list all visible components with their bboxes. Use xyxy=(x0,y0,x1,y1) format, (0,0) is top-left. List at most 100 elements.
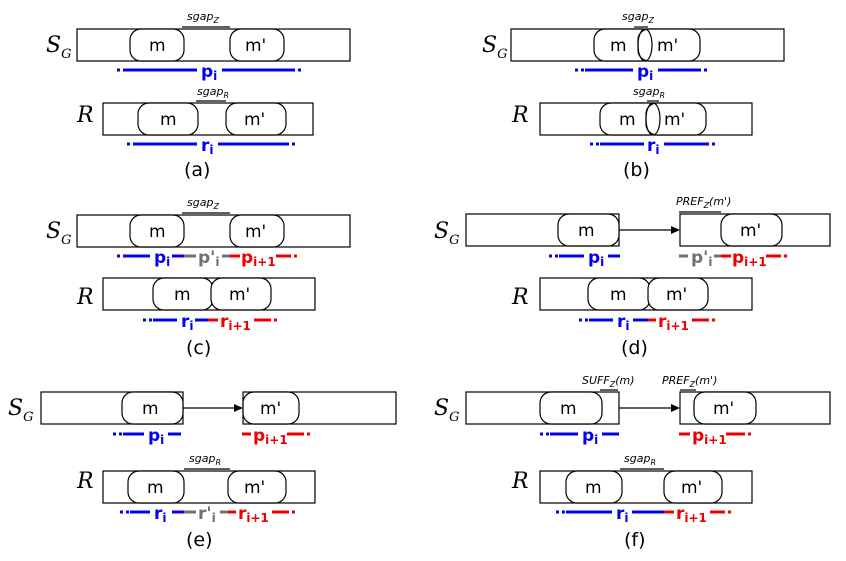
panel-c: SG sgapZ m m' pi p'i pi+1 R m m' ri ri+1… xyxy=(46,196,351,359)
seed-mprime xyxy=(229,214,285,248)
seed-mprime xyxy=(225,102,287,136)
r-label: R xyxy=(76,103,94,128)
seed-mprime-label: m' xyxy=(657,36,678,56)
caption-c: (c) xyxy=(186,337,211,359)
segment-r-i: ri xyxy=(617,312,630,333)
seed-m-label: m xyxy=(578,221,595,241)
arrow-head-icon xyxy=(671,404,680,412)
caption-f: (f) xyxy=(624,529,646,551)
sgap-z-label: sgapZ xyxy=(187,10,219,25)
seed-m-label: m xyxy=(619,110,636,130)
seed-m-label: m xyxy=(149,36,166,56)
seed-mprime xyxy=(720,213,783,247)
seed-m xyxy=(127,470,185,504)
caption-e: (e) xyxy=(186,529,213,551)
caption-a: (a) xyxy=(184,159,210,181)
seed-mprime-label: m' xyxy=(260,399,281,419)
seed-m-label: m xyxy=(560,399,577,419)
sequence-box xyxy=(76,214,351,248)
segment-r-i: ri xyxy=(181,312,194,333)
segment-r-prime: r'i xyxy=(198,504,216,525)
segment-p-i: pi xyxy=(588,248,604,269)
sg-label: SG xyxy=(482,33,507,62)
segment-r-i: ri xyxy=(154,504,167,525)
segment-p-i: pi xyxy=(582,426,598,447)
panel-f: SG SUFFZ(m) m PREFZ(m') m' pi pi+1 R sga… xyxy=(434,374,831,551)
sgap-r-label: sgapR xyxy=(624,452,656,467)
pref-label: PREFZ(m') xyxy=(662,374,717,389)
segment-p-i: pi xyxy=(637,62,653,83)
seed-mprime-label: m' xyxy=(244,478,265,498)
caption-b: (b) xyxy=(623,159,650,181)
r-label: R xyxy=(511,469,529,494)
arrow-head-icon xyxy=(234,404,243,412)
sg-label: SG xyxy=(434,219,459,248)
suff-label: SUFFZ(m) xyxy=(582,374,635,389)
segment-p-next: pi+1 xyxy=(732,248,767,269)
seed-m-label: m xyxy=(147,478,164,498)
segment-p-next: pi+1 xyxy=(692,426,727,447)
seed-m-label: m xyxy=(149,222,166,242)
arrow-head-icon xyxy=(671,226,680,234)
panel-a: SG sgapZ m m' pi R sgapR m m' ri (a) xyxy=(46,10,351,181)
seed-mprime-label: m' xyxy=(245,36,266,56)
seed-m xyxy=(137,102,199,136)
seed-mprime-label: m' xyxy=(244,110,265,130)
sgap-r-label: sgapR xyxy=(189,452,221,467)
r-label: R xyxy=(76,469,94,494)
seed-mprime xyxy=(210,277,272,311)
sgap-z-label: sgapZ xyxy=(622,10,654,25)
segment-r-i: ri xyxy=(647,136,660,157)
seed-mprime xyxy=(693,391,757,425)
panel-e: SG m m' pi pi+1 R sgapR m m' ri r'i ri+1 xyxy=(8,391,397,551)
seed-mprime-label: m' xyxy=(664,110,685,130)
seed-mprime xyxy=(647,277,709,311)
seed-mprime xyxy=(242,391,300,425)
segment-p-next: pi+1 xyxy=(253,426,288,447)
r-label: R xyxy=(511,103,529,128)
caption-d: (d) xyxy=(621,337,648,359)
r-label: R xyxy=(511,285,529,310)
seed-mprime-label: m' xyxy=(666,285,687,305)
segment-p-i: pi xyxy=(154,248,170,269)
seed-m-label: m xyxy=(142,399,159,419)
segment-p-next: pi+1 xyxy=(241,248,276,269)
panel-d: SG m PREFZ(m') m' pi p'i pi+1 R m m' ri … xyxy=(434,195,831,359)
seed-m xyxy=(129,214,185,248)
sg-label: SG xyxy=(46,219,71,248)
segment-p-i: pi xyxy=(148,426,164,447)
segment-r-i: ri xyxy=(201,136,214,157)
segment-r-next: ri+1 xyxy=(238,504,269,525)
sgap-r-label: sgapR xyxy=(197,85,229,100)
segment-p-i: pi xyxy=(201,62,217,83)
seed-m-label: m xyxy=(174,285,191,305)
pref-label: PREFZ(m') xyxy=(676,195,731,210)
seed-m xyxy=(565,470,623,504)
r-label: R xyxy=(76,285,94,310)
seed-mprime xyxy=(227,470,287,504)
seed-mprime xyxy=(663,470,723,504)
segment-p-prime: p'i xyxy=(198,248,220,269)
sg-label: SG xyxy=(8,396,33,425)
seed-m-label: m xyxy=(610,285,627,305)
segment-r-next: ri+1 xyxy=(658,312,689,333)
sgap-r-label: sgapR xyxy=(633,85,665,100)
seed-mprime-label: m' xyxy=(740,221,761,241)
segment-r-next: ri+1 xyxy=(676,504,707,525)
seed-m-label: m xyxy=(585,478,602,498)
segment-r-next: ri+1 xyxy=(220,312,251,333)
sequence-box xyxy=(76,28,351,62)
segment-p-prime: p'i xyxy=(691,248,713,269)
seed-m xyxy=(539,391,603,425)
sgap-z-label: sgapZ xyxy=(187,196,219,211)
seed-m xyxy=(129,28,185,62)
sg-label: SG xyxy=(434,396,459,425)
seed-m-label: m xyxy=(160,110,177,130)
seed-m-label: m xyxy=(610,36,627,56)
panel-b: SG sgapZ m m' pi R sgapR m m' ri (b) xyxy=(482,10,785,181)
sg-label: SG xyxy=(46,33,71,62)
seed-mprime xyxy=(229,28,285,62)
segment-r-i: ri xyxy=(616,504,629,525)
seed-mprime-label: m' xyxy=(245,222,266,242)
